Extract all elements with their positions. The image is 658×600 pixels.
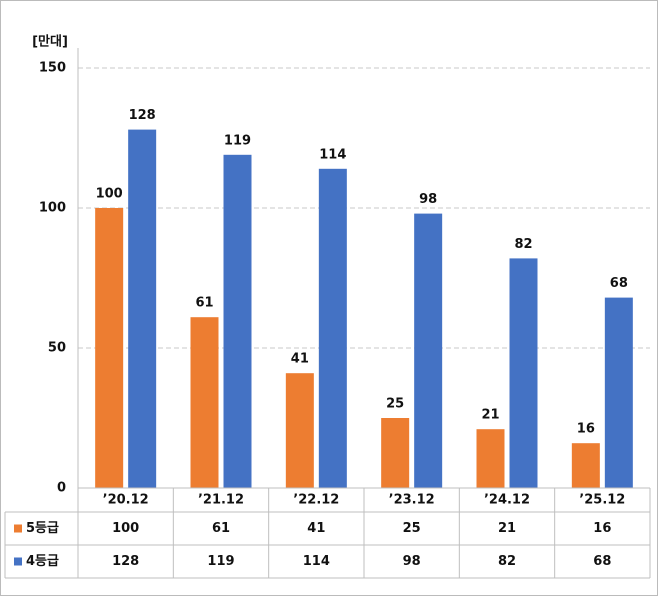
value-label: 68 [610,276,628,291]
table-cell: 82 [498,554,516,569]
legend-label: 5등급 [26,521,59,536]
value-label: 21 [481,408,499,423]
bar [95,208,124,488]
bar [128,129,157,488]
table-cell: 21 [498,521,516,536]
value-label: 98 [419,192,437,207]
bar [285,373,314,488]
x-tick-label: ’22.12 [293,493,339,508]
value-label: 119 [224,133,251,148]
legend-swatch [14,557,22,566]
legend-label: 4등급 [26,554,59,569]
y-tick-label: 0 [57,481,66,496]
value-label: 114 [319,147,346,162]
table-cell: 119 [207,554,234,569]
y-tick-label: 50 [48,341,66,356]
table-cell: 68 [593,554,611,569]
value-label: 25 [386,397,404,412]
x-tick-label: ’25.12 [579,493,625,508]
value-label: 16 [577,422,595,437]
x-tick-label: ’24.12 [484,493,530,508]
table-cell: 114 [303,554,330,569]
bar [604,297,633,488]
bar [381,418,410,488]
bar [318,168,347,489]
bar [223,154,252,489]
bar [571,443,600,488]
table-cell: 25 [403,521,421,536]
y-axis-unit: [만대] [32,34,68,50]
y-tick-label: 100 [39,201,66,216]
table-cell: 41 [307,521,325,536]
table-cell: 100 [112,521,139,536]
x-tick-label: ’23.12 [389,493,435,508]
value-label: 61 [195,296,213,311]
x-tick-label: ’21.12 [198,493,244,508]
bar [509,258,538,488]
value-label: 100 [96,187,123,202]
bar [190,317,219,488]
value-label: 82 [514,237,532,252]
table-cell: 128 [112,554,139,569]
legend-swatch [14,524,22,533]
table-cell: 98 [403,554,421,569]
value-label: 41 [291,352,309,367]
table-cell: 16 [593,521,611,536]
x-tick-label: ’20.12 [103,493,149,508]
bar [414,213,443,488]
table-cell: 61 [212,521,230,536]
bar [476,429,505,488]
y-tick-label: 150 [39,61,66,76]
value-label: 128 [129,108,156,123]
